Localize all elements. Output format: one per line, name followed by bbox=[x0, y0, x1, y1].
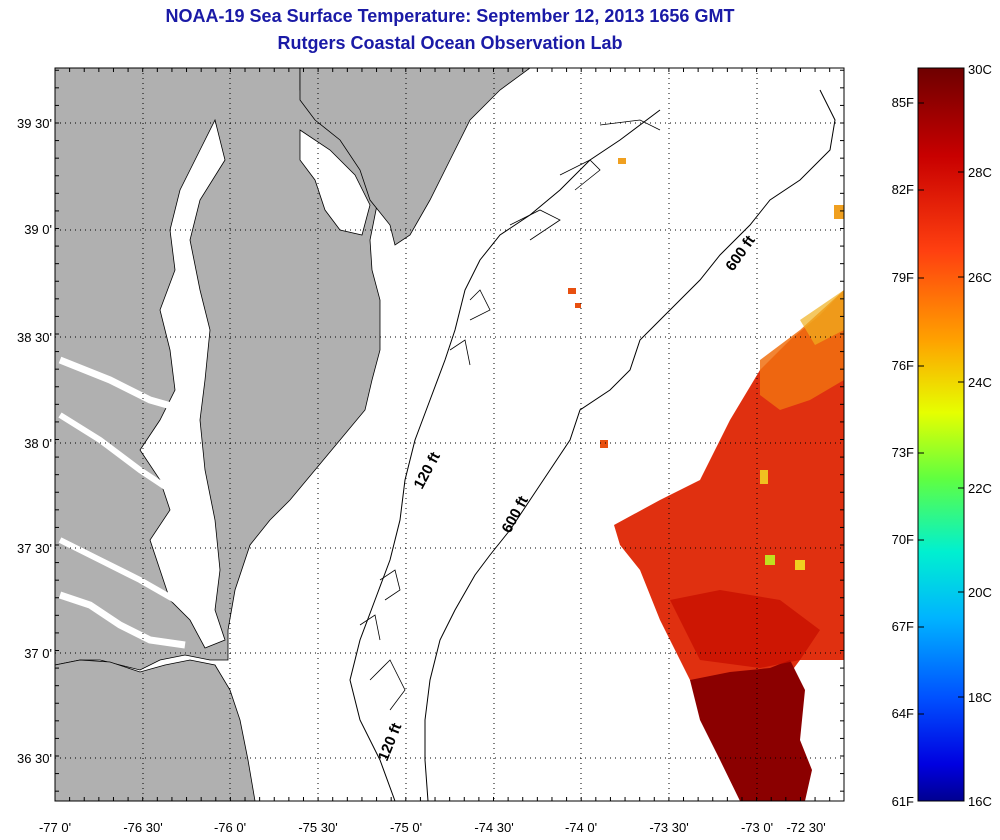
lat-label-37-0: 37 0' bbox=[24, 646, 52, 661]
colorbar-f-76: 76F bbox=[891, 358, 914, 373]
lat-label-37-30: 37 30' bbox=[16, 541, 52, 556]
frame-ticks bbox=[54, 68, 844, 801]
colorbar-f-64: 64F bbox=[891, 706, 914, 721]
lat-label-38-0: 38 0' bbox=[24, 436, 52, 451]
lon-label-74-30: -74 30' bbox=[474, 820, 514, 835]
sst-speck-4 bbox=[618, 158, 626, 164]
contour-120ft-islands bbox=[359, 119, 661, 711]
graticule bbox=[55, 68, 844, 801]
colorbar-f-61: 61F bbox=[891, 794, 914, 809]
colorbar-f-79: 79F bbox=[891, 270, 914, 285]
lon-label-73-30: -73 30' bbox=[649, 820, 689, 835]
chesapeake-bay bbox=[139, 118, 226, 649]
potomac-river bbox=[58, 356, 186, 414]
james-river bbox=[58, 591, 186, 649]
sst-speck-6 bbox=[760, 470, 768, 484]
sst-speck-1 bbox=[568, 288, 576, 294]
map-subtitle: Rutgers Coastal Ocean Observation Lab bbox=[277, 33, 623, 53]
lat-label-36-30: 36 30' bbox=[16, 751, 52, 766]
lat-label-38-30: 38 30' bbox=[16, 330, 52, 345]
colorbar-f-73: 73F bbox=[891, 445, 914, 460]
sst-patch-red bbox=[670, 590, 820, 668]
lon-label-76-0: -76 0' bbox=[213, 820, 247, 835]
sst-speck-8 bbox=[795, 560, 805, 570]
contour-600ft bbox=[424, 89, 836, 801]
sst-speck-7 bbox=[765, 555, 775, 565]
colorbar-c-28: 28C bbox=[968, 165, 992, 180]
land-new-jersey bbox=[299, 68, 531, 246]
colorbar bbox=[917, 67, 965, 802]
colorbar-f-67: 67F bbox=[891, 619, 914, 634]
colorbar-c-22: 22C bbox=[968, 481, 992, 496]
lon-label-75-0: -75 0' bbox=[389, 820, 423, 835]
colorbar-c-18: 18C bbox=[968, 690, 992, 705]
colorbar-c-20: 20C bbox=[968, 585, 992, 600]
colorbar-ticks bbox=[918, 102, 964, 715]
colorbar-c-30: 30C bbox=[968, 62, 992, 77]
sst-speck-5 bbox=[834, 205, 844, 219]
colorbar-c-24: 24C bbox=[968, 375, 992, 390]
lon-label-73-0: -73 0' bbox=[740, 820, 774, 835]
lon-label-77-0: -77 0' bbox=[38, 820, 72, 835]
lon-label-75-30: -75 30' bbox=[298, 820, 338, 835]
colorbar-f-82: 82F bbox=[891, 182, 914, 197]
york-river bbox=[58, 537, 177, 603]
sst-speck-2 bbox=[575, 303, 581, 308]
rappahannock-river bbox=[58, 412, 172, 493]
colorbar-c-26: 26C bbox=[968, 270, 992, 285]
delaware-bay bbox=[299, 129, 371, 236]
colorbar-c-16: 16C bbox=[968, 794, 992, 809]
lon-label-76-30: -76 30' bbox=[123, 820, 163, 835]
sst-patch-yellow bbox=[800, 290, 844, 345]
lat-label-39-0: 39 0' bbox=[24, 222, 52, 237]
colorbar-f-70: 70F bbox=[891, 532, 914, 547]
contour-120ft bbox=[349, 109, 661, 801]
lon-label-74-0: -74 0' bbox=[564, 820, 598, 835]
lat-label-39-30: 39 30' bbox=[16, 116, 52, 131]
land-north-carolina bbox=[55, 659, 256, 801]
colorbar-f-85: 85F bbox=[891, 95, 914, 110]
map-title: NOAA-19 Sea Surface Temperature: Septemb… bbox=[165, 6, 735, 26]
lon-label-72-30: -72 30' bbox=[786, 820, 826, 835]
sst-patch-hot bbox=[690, 660, 812, 801]
sst-speck-3 bbox=[600, 440, 608, 448]
